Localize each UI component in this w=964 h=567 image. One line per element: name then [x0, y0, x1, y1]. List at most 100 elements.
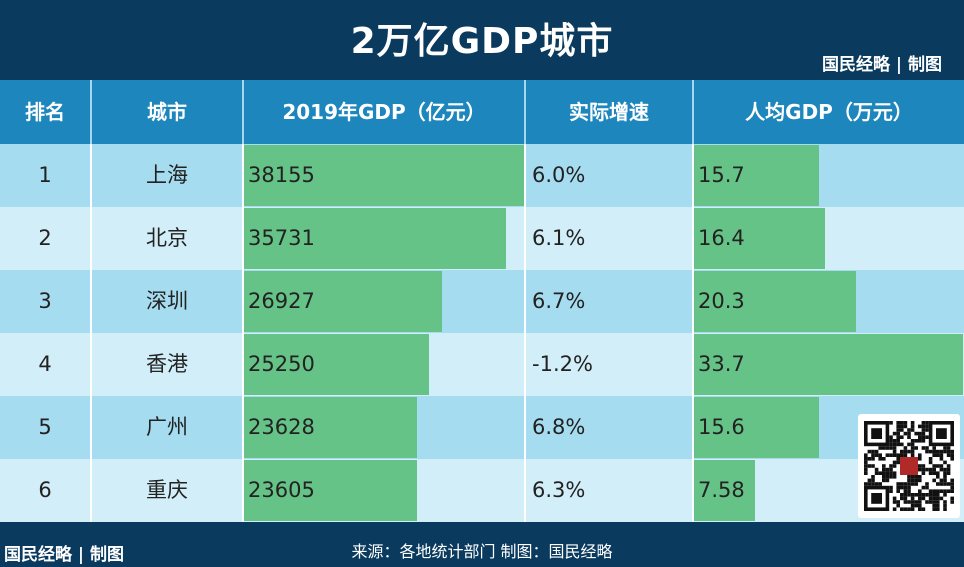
brand-label-top: 国民经略 | 制图: [821, 55, 942, 75]
qr-module: [925, 485, 929, 490]
table-row: 5 广州 23628 6.8% 15.6: [0, 396, 964, 459]
qr-module: [885, 478, 890, 483]
qr-module: [918, 453, 922, 457]
qr-module: [896, 457, 900, 461]
growth-cell: 6.3%: [526, 459, 694, 522]
qr-module: [943, 500, 947, 504]
qr-module: [932, 471, 936, 475]
gdp-cell: 25250: [244, 333, 526, 396]
qr-module: [910, 500, 915, 504]
qr-module: [910, 424, 915, 429]
qr-module: [889, 467, 893, 472]
qr-module: [882, 457, 886, 461]
qr-module: [939, 482, 944, 486]
qr-module: [925, 482, 929, 486]
city-cell: 北京: [92, 207, 244, 270]
qr-module: [918, 493, 922, 497]
qr-module: [910, 475, 915, 479]
per-capita-cell: 15.6: [694, 396, 964, 459]
qr-module: [896, 482, 900, 486]
qr-module: [896, 439, 900, 443]
qr-module: [950, 449, 954, 454]
growth-cell: -1.2%: [526, 333, 694, 396]
gdp-bar: [244, 145, 524, 206]
qr-module: [892, 439, 897, 443]
city-cell: 深圳: [92, 270, 244, 333]
city-cell: 香港: [92, 333, 244, 396]
per-capita-bar: [694, 208, 825, 269]
qr-module: [907, 485, 911, 490]
source-note: 来源：各地统计部门 制图：国民经略: [351, 542, 613, 561]
qr-module: [946, 453, 951, 457]
qr-module: [928, 500, 933, 504]
per-capita-cell: 7.58: [694, 459, 964, 522]
qr-module: [892, 449, 897, 454]
qr-module: [871, 475, 875, 479]
qr-module: [907, 428, 911, 432]
qr-module: [936, 503, 940, 508]
rank-cell: 4: [0, 333, 92, 396]
qr-module: [889, 446, 893, 450]
rank-cell: 6: [0, 459, 92, 522]
qr-module: [921, 446, 926, 450]
qr-module: [925, 435, 929, 439]
qr-module: [932, 446, 936, 450]
per-capita-value-label: 15.6: [698, 415, 745, 439]
qr-module: [907, 482, 911, 486]
qr-module: [907, 478, 911, 483]
table-row: 2 北京 35731 6.1% 16.4: [0, 207, 964, 270]
qr-module: [928, 493, 933, 497]
qr-module: [874, 449, 879, 454]
qr-module: [867, 482, 872, 486]
qr-module: [892, 464, 897, 468]
qr-code-graphic: [864, 421, 954, 511]
qr-module: [871, 449, 875, 454]
header-growth: 实际增速: [526, 80, 694, 144]
qr-module: [910, 478, 915, 483]
qr-module: [936, 471, 940, 475]
qr-module: [943, 446, 947, 450]
qr-module: [918, 475, 922, 479]
qr-module: [936, 493, 940, 497]
qr-module: [896, 500, 900, 504]
qr-module: [903, 496, 908, 501]
qr-module: [943, 475, 947, 479]
gdp-bar: [244, 460, 417, 521]
qr-module: [910, 493, 915, 497]
city-cell: 广州: [92, 396, 244, 459]
qr-module: [950, 453, 954, 457]
qr-module: [946, 449, 951, 454]
growth-cell: 6.7%: [526, 270, 694, 333]
qr-module: [864, 460, 868, 465]
qr-module: [921, 467, 926, 472]
qr-module: [946, 467, 951, 472]
qr-module: [914, 431, 918, 436]
qr-module: [946, 471, 951, 475]
qr-module: [896, 424, 900, 429]
city-cell: 上海: [92, 144, 244, 207]
qr-module: [946, 482, 951, 486]
qr-module: [874, 467, 879, 472]
qr-module: [932, 453, 936, 457]
qr-module: [918, 503, 922, 508]
footer: 国民经略 | 制图 来源：各地统计部门 制图：国民经略: [0, 522, 964, 567]
qr-module: [903, 446, 908, 450]
qr-module: [907, 489, 911, 493]
qr-module: [921, 471, 926, 475]
qr-module: [921, 424, 926, 429]
qr-module: [903, 485, 908, 490]
qr-module: [889, 485, 893, 490]
qr-module: [900, 507, 904, 511]
qr-code-icon: [858, 414, 960, 518]
qr-module: [907, 449, 911, 454]
qr-module: [896, 503, 900, 508]
qr-module: [889, 421, 893, 425]
qr-module: [907, 435, 911, 439]
qr-module: [882, 464, 886, 468]
qr-module: [921, 428, 926, 432]
qr-module: [921, 435, 926, 439]
qr-module: [918, 464, 922, 468]
qr-module: [936, 496, 940, 501]
gdp-bar: [244, 334, 429, 395]
qr-module: [874, 482, 879, 486]
